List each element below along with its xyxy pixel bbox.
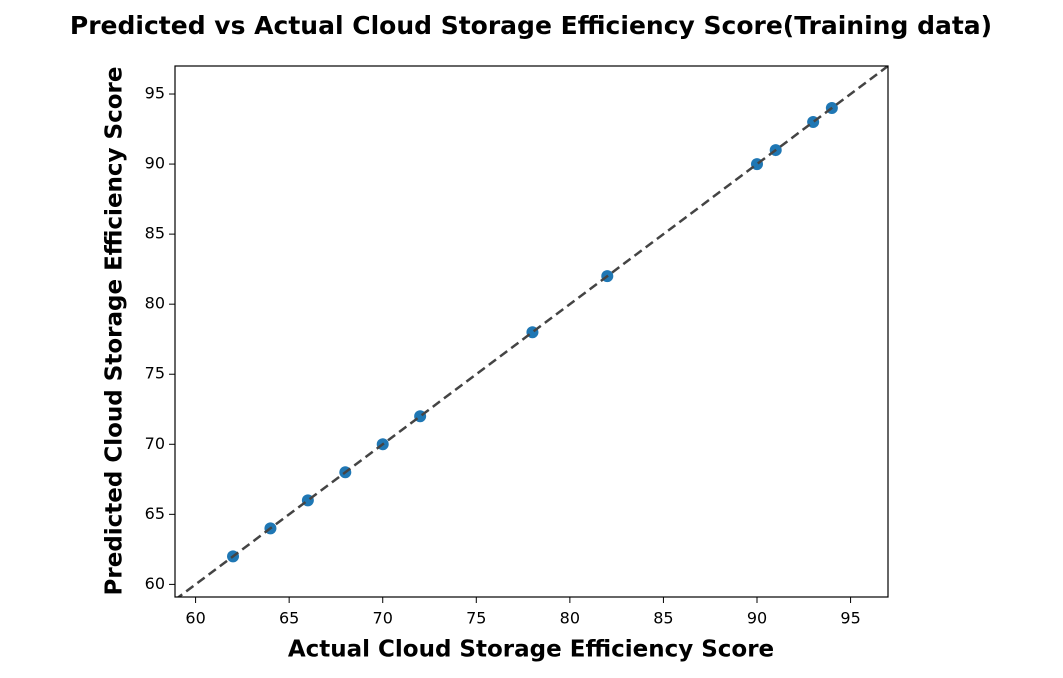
x-tick-label: 70 — [373, 609, 393, 628]
identity-line — [176, 66, 888, 597]
x-axis-label: Actual Cloud Storage Efficiency Score — [288, 637, 774, 663]
x-tick-label: 85 — [653, 609, 673, 628]
x-tick-label: 60 — [185, 609, 205, 628]
chart-title: Predicted vs Actual Cloud Storage Effici… — [70, 11, 992, 40]
y-tick-label: 80 — [145, 294, 165, 313]
x-tick-label: 80 — [560, 609, 580, 628]
x-tick-label: 75 — [466, 609, 486, 628]
y-tick-label: 75 — [145, 364, 165, 383]
y-tick-label: 85 — [145, 224, 165, 243]
x-tick-label: 95 — [840, 609, 860, 628]
x-tick-label: 90 — [747, 609, 767, 628]
y-tick-label: 70 — [145, 434, 165, 453]
y-tick-label: 95 — [145, 84, 165, 103]
plot-frame — [174, 65, 889, 598]
y-tick-label: 60 — [145, 574, 165, 593]
y-tick-label: 90 — [145, 154, 165, 173]
y-axis-label: Predicted Cloud Storage Efficiency Score — [102, 67, 128, 596]
y-tick-label: 65 — [145, 504, 165, 523]
x-tick-label: 65 — [279, 609, 299, 628]
